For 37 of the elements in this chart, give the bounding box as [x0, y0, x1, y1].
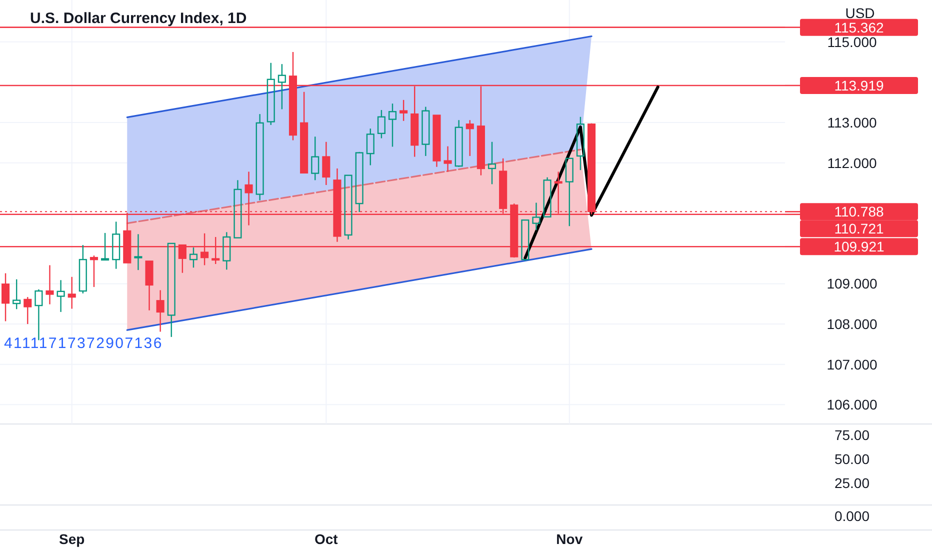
- y-tick-label: 108.000: [826, 316, 878, 332]
- ref-line-label: 110.788: [834, 204, 884, 220]
- ref-line-label: 109.921: [834, 238, 885, 255]
- x-tick-label: Sep: [59, 531, 85, 547]
- y-tick-label: 107.000: [826, 356, 878, 372]
- candlestick: [444, 146, 452, 172]
- y-tick-label: 106.000: [826, 396, 878, 413]
- candlestick: [532, 202, 540, 231]
- y-tick-label: 115.000: [827, 34, 877, 50]
- x-tick-label: Nov: [556, 531, 583, 547]
- y-axis-title: USD: [845, 5, 875, 21]
- ref-line-label: 113.919: [834, 77, 884, 94]
- text: 75.00: [834, 427, 870, 443]
- candlestick: [488, 141, 496, 185]
- y-tick-label: 112.000: [827, 154, 877, 171]
- ref-line-label: 115.362: [834, 19, 884, 36]
- candlestick: [56, 280, 65, 313]
- text: 25.00: [834, 475, 870, 491]
- y-tick-label: 113.000: [827, 114, 877, 131]
- candlestick: [156, 290, 164, 332]
- text: U.S. Dollar Currency Index, 1D: [30, 10, 247, 27]
- candlestick: [112, 221, 120, 270]
- ref-line-label: 110.721: [834, 220, 884, 237]
- candlestick: [68, 276, 76, 310]
- candlestick: [2, 272, 10, 322]
- y-tick-label: 109.000: [826, 276, 878, 292]
- candlestick: [134, 234, 142, 271]
- candlestick: [322, 141, 330, 186]
- candlestick: [256, 113, 264, 201]
- x-tick-label: Oct: [314, 531, 338, 547]
- annotation: 41111717372907136: [4, 335, 163, 352]
- candlestick: [278, 63, 286, 110]
- candlestick: [222, 232, 231, 270]
- text: 0.000: [834, 508, 870, 524]
- candlestick: [46, 264, 54, 305]
- candlestick: [422, 106, 430, 157]
- text: 50.00: [834, 451, 870, 467]
